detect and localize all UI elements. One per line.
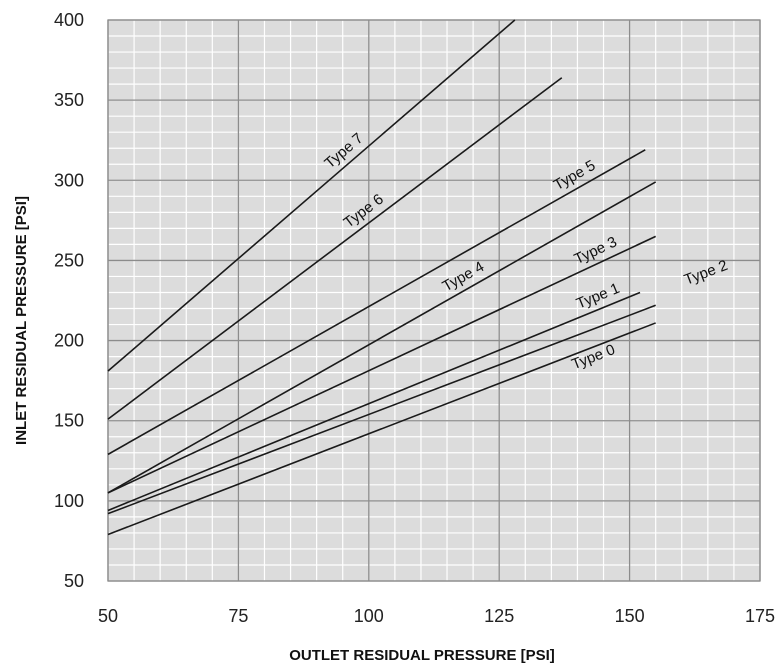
series-line-type-5 bbox=[107, 149, 646, 456]
x-tick-label: 75 bbox=[228, 606, 248, 626]
y-tick-labels: 50 100 150 200 250 300 350 400 bbox=[54, 10, 84, 591]
y-tick-label: 50 bbox=[64, 571, 84, 591]
x-tick-label: 150 bbox=[615, 606, 645, 626]
y-tick-label: 100 bbox=[54, 491, 84, 511]
y-tick-label: 350 bbox=[54, 90, 84, 110]
series-line-type-7 bbox=[107, 19, 516, 372]
series-line-type-3 bbox=[107, 235, 657, 494]
series-line-type-4 bbox=[107, 181, 657, 494]
x-tick-label: 125 bbox=[484, 606, 514, 626]
y-tick-label: 200 bbox=[54, 331, 84, 351]
y-tick-label: 400 bbox=[54, 10, 84, 30]
x-tick-label: 50 bbox=[98, 606, 118, 626]
series-line-type-1 bbox=[107, 291, 641, 512]
plot-border bbox=[107, 19, 761, 582]
y-tick-label: 300 bbox=[54, 170, 84, 190]
series-line-type-2 bbox=[107, 304, 656, 515]
y-tick-label: 250 bbox=[54, 250, 84, 270]
series-line-type-6 bbox=[107, 77, 563, 420]
x-tick-labels: 50 75 100 125 150 175 bbox=[98, 606, 775, 626]
y-tick-label: 150 bbox=[54, 411, 84, 431]
y-axis-title: INLET RESIDUAL PRESSURE [PSI] bbox=[13, 196, 30, 445]
x-tick-label: 100 bbox=[354, 606, 384, 626]
series-lines bbox=[107, 19, 657, 536]
x-axis-title: OUTLET RESIDUAL PRESSURE [PSI] bbox=[289, 647, 555, 664]
x-tick-label: 175 bbox=[745, 606, 775, 626]
plot-area bbox=[108, 20, 760, 581]
series-line-type-0 bbox=[107, 322, 656, 536]
